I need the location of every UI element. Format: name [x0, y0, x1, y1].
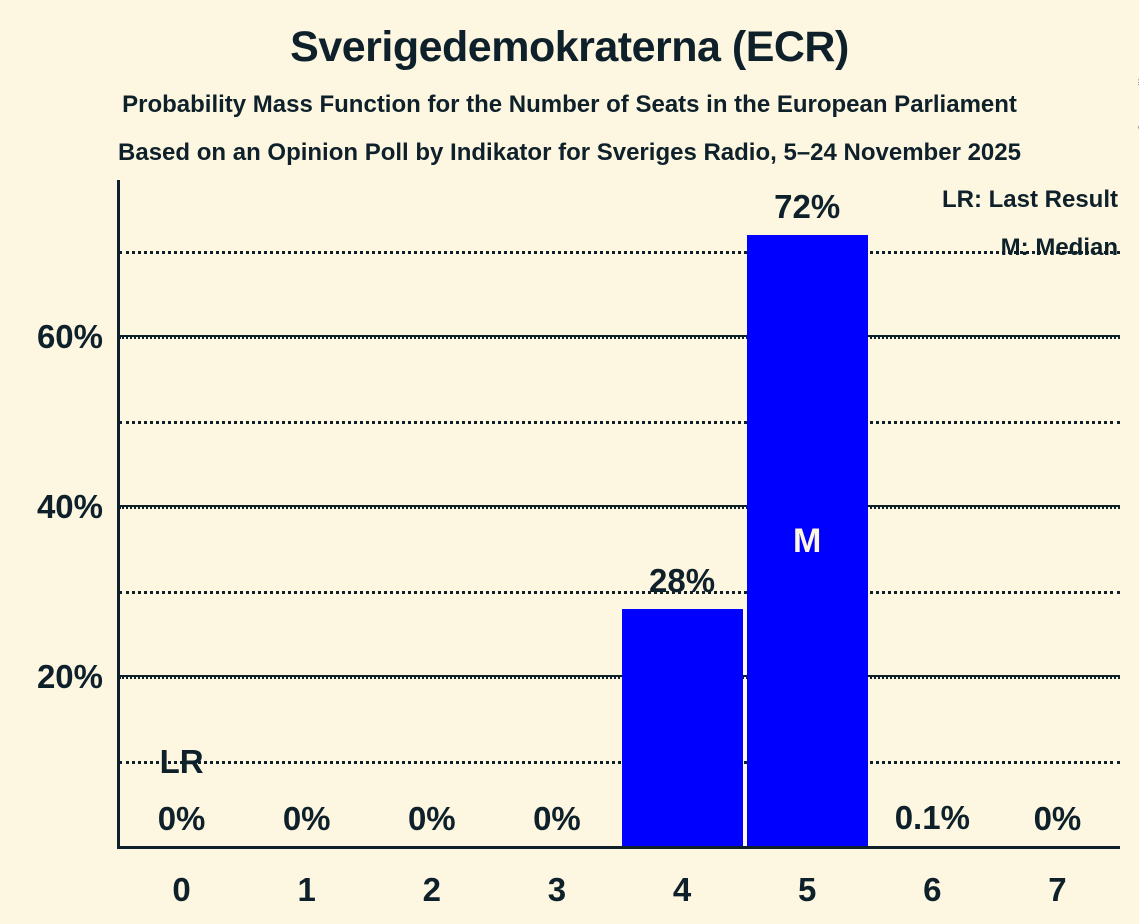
- x-axis-label-1: 1: [297, 871, 316, 908]
- value-label-seat-1: 0%: [282, 800, 331, 837]
- x-axis-label-0: 0: [172, 871, 191, 908]
- gridline-solid-20: [119, 675, 1120, 679]
- bar-seat-5: [746, 235, 868, 847]
- legend-median: M: Median: [1000, 234, 1118, 261]
- x-axis-label-6: 6: [923, 871, 942, 908]
- value-label-seat-7: 0%: [1033, 800, 1082, 837]
- x-axis: [117, 846, 1120, 849]
- chart-subtitle-line2: Based on an Opinion Poll by Indikator fo…: [118, 139, 1021, 166]
- value-label-seat-5: 72%: [774, 188, 841, 225]
- x-axis-label-7: 7: [1048, 871, 1067, 908]
- value-label-seat-4: 28%: [649, 562, 716, 599]
- bar-seat-4: [621, 609, 743, 847]
- gridline-solid-60: [119, 335, 1120, 339]
- x-axis-label-4: 4: [672, 871, 692, 908]
- value-label-seat-0: 0%: [157, 800, 206, 837]
- gridline-dotted-10: [119, 760, 1120, 764]
- chart-legend: LR: Last Result M: Median: [942, 186, 1118, 282]
- gridline-dotted-30: [119, 590, 1120, 594]
- median-marker: M: [793, 522, 822, 560]
- last-result-marker: LR: [159, 743, 204, 780]
- x-axis-label-5: 5: [798, 871, 817, 908]
- gridline-dotted-70: [119, 250, 1120, 254]
- value-label-seat-6: 0.1%: [894, 799, 970, 837]
- y-axis-label-40: 40%: [36, 488, 103, 525]
- gridline-solid-40: [119, 505, 1120, 509]
- chart-title: Sverigedemokraterna (ECR): [290, 23, 849, 71]
- value-label-seat-2: 0%: [407, 800, 456, 837]
- legend-last-result: LR: Last Result: [941, 186, 1118, 213]
- chart-subtitle-line1: Probability Mass Function for the Number…: [122, 91, 1017, 118]
- y-axis: [117, 180, 120, 849]
- x-axis-label-3: 3: [547, 871, 567, 908]
- y-axis-label-60: 60%: [36, 318, 103, 355]
- x-axis-label-2: 2: [422, 871, 441, 908]
- value-label-seat-3: 0%: [533, 800, 581, 837]
- gridline-dotted-50: [119, 420, 1120, 424]
- y-axis-label-20: 20%: [36, 658, 103, 695]
